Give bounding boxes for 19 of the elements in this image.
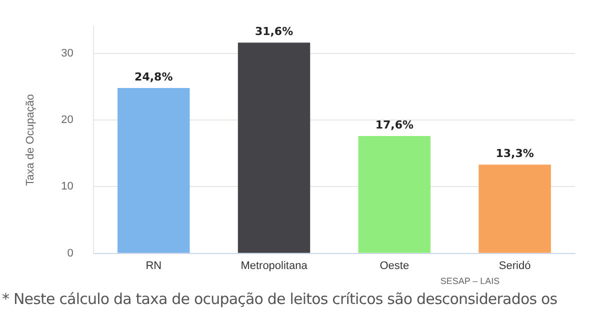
x-tick-label: RN	[146, 260, 162, 272]
y-tick-label: 30	[61, 47, 74, 60]
y-axis-title: Taxa de Ocupação	[24, 94, 37, 186]
bar	[358, 136, 431, 253]
bar	[118, 88, 190, 253]
data-label: 17,6%	[375, 118, 414, 132]
bar	[478, 164, 551, 253]
data-label: 13,3%	[496, 147, 534, 160]
x-tick-label: Metropolitana	[240, 260, 308, 272]
text: * Neste cálculo da taxa de ocupação de leitos críticos são desconsiderados os	[2, 290, 558, 308]
data-label: 24,8%	[134, 70, 173, 84]
text: SESAP – LAIS	[439, 276, 501, 286]
x-tick-label: Oeste	[380, 260, 410, 272]
data-label: 31,6%	[254, 24, 294, 38]
bar	[238, 42, 310, 253]
y-tick-label: 10	[61, 180, 74, 193]
y-tick-label: 0	[67, 247, 74, 260]
y-tick-label: 20	[61, 114, 74, 126]
x-tick-label: Seridó	[498, 260, 531, 272]
